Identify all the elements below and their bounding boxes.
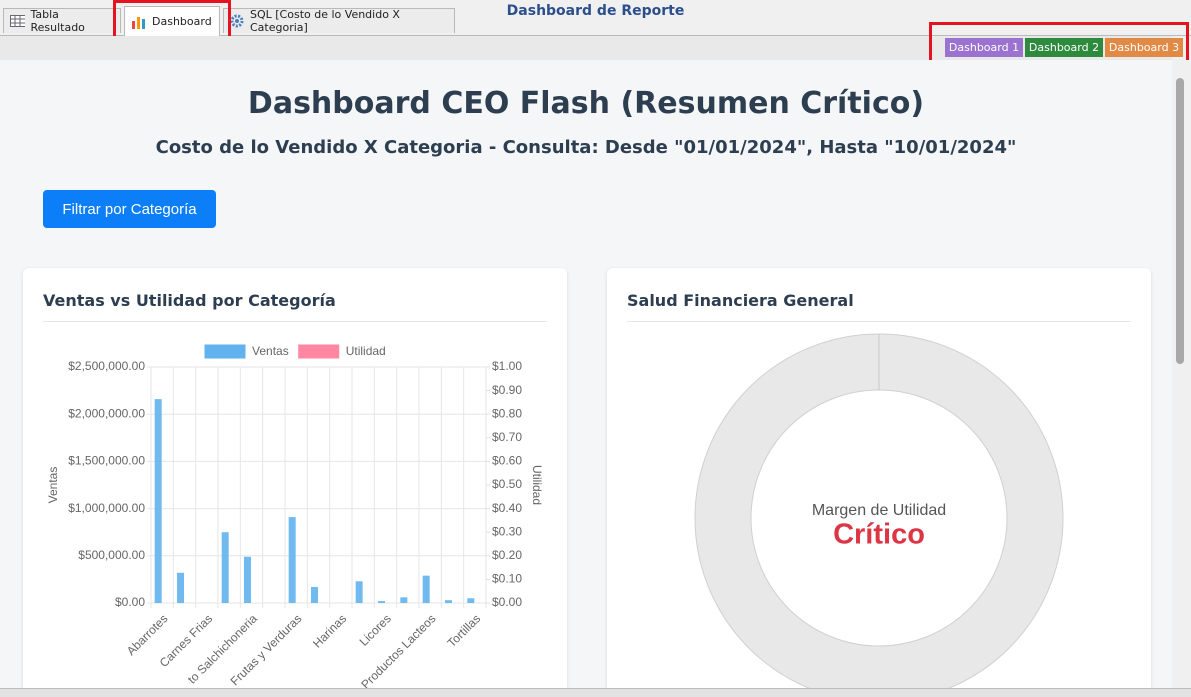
y2-tick-label: $0.50 (492, 477, 522, 491)
y-tick-label: $0.00 (115, 595, 145, 609)
tab-label: Dashboard (152, 15, 212, 28)
dashboard-button[interactable]: Dashboard 3 (1105, 38, 1183, 57)
tab[interactable]: Dashboard (124, 6, 220, 36)
gauge-status: Crítico (833, 519, 925, 551)
y-axis-title: Ventas (46, 467, 60, 504)
x-tick-label: Productos Lacteos (358, 611, 438, 688)
bar (177, 572, 184, 603)
divider (627, 321, 1131, 322)
x-tick-label: Licores (357, 611, 394, 648)
y2-tick-label: $1.00 (492, 359, 522, 373)
table-icon (10, 15, 26, 27)
bar (422, 575, 430, 603)
legend-swatch (298, 344, 340, 359)
card-title: Ventas vs Utilidad por Categoría (43, 291, 336, 310)
content: Dashboard CEO Flash (Resumen Crítico) Co… (0, 60, 1172, 688)
chart-icon (132, 16, 145, 29)
page-subtitle: Costo de lo Vendido X Categoria - Consul… (155, 137, 1017, 158)
charts: Margen de Utilidad Crítico $0.00 $500,000… (46, 333, 1064, 688)
tab-label: SQL [Costo de lo Vendido X Categoria] (250, 8, 400, 34)
card-title: Salud Financiera General (627, 291, 854, 310)
bar (244, 556, 251, 603)
x-tick-label: Harinas (310, 611, 349, 650)
divider (43, 321, 547, 322)
gauge-label: Margen de Utilidad (812, 502, 946, 519)
chart-card: Ventas vs Utilidad por Categoría (23, 268, 567, 688)
bar (311, 586, 318, 603)
tab[interactable]: SQL [Costo de lo Vendido X Categoria] (223, 8, 455, 34)
x-tick-label: Abarrotes (124, 611, 171, 658)
filter-button[interactable]: Filtrar por Categoría (43, 190, 216, 228)
y-tick-label: $500,000.00 (78, 548, 145, 562)
bottom-border (0, 688, 1191, 697)
y2-tick-label: $0.80 (492, 406, 522, 420)
legend-label: Utilidad (346, 344, 386, 358)
tab[interactable]: Tabla Resultado (3, 8, 121, 34)
y2-tick-label: $0.00 (492, 595, 522, 609)
legend-label: Ventas (252, 344, 289, 358)
bar (221, 532, 229, 603)
y2-tick-label: $0.90 (492, 383, 522, 397)
tab-label: Tabla Resultado (30, 8, 85, 34)
bar (467, 598, 475, 603)
y2-tick-label: $0.10 (492, 572, 522, 586)
bar (154, 399, 162, 603)
y-tick-label: $2,000,000.00 (68, 406, 145, 420)
y-tick-label: $1,500,000.00 (68, 454, 145, 468)
y-tick-label: $1,000,000.00 (68, 501, 145, 515)
bar (400, 597, 408, 603)
y2-tick-label: $0.30 (492, 524, 522, 538)
y2-tick-label: $0.20 (492, 548, 522, 562)
scrollbar[interactable] (1172, 60, 1189, 688)
y2-tick-label: $0.70 (492, 430, 522, 444)
page-title: Dashboard CEO Flash (Resumen Crítico) (247, 86, 925, 121)
y2-tick-label: $0.40 (492, 501, 522, 515)
header-title: Dashboard de Reporte (506, 3, 685, 19)
gear-icon (230, 14, 244, 28)
bar (445, 600, 452, 603)
bar (355, 581, 363, 603)
y2-tick-label: $0.60 (492, 454, 522, 468)
bar (288, 517, 296, 603)
bar (378, 601, 385, 603)
x-tick-label: Tortillas (445, 611, 484, 650)
dashboard-button[interactable]: Dashboard 1 (945, 38, 1023, 57)
y2-axis-title: Utilidad (530, 465, 544, 505)
dashboard-button[interactable]: Dashboard 2 (1025, 38, 1103, 57)
y-tick-label: $2,500,000.00 (68, 359, 145, 373)
legend-swatch (204, 344, 246, 359)
